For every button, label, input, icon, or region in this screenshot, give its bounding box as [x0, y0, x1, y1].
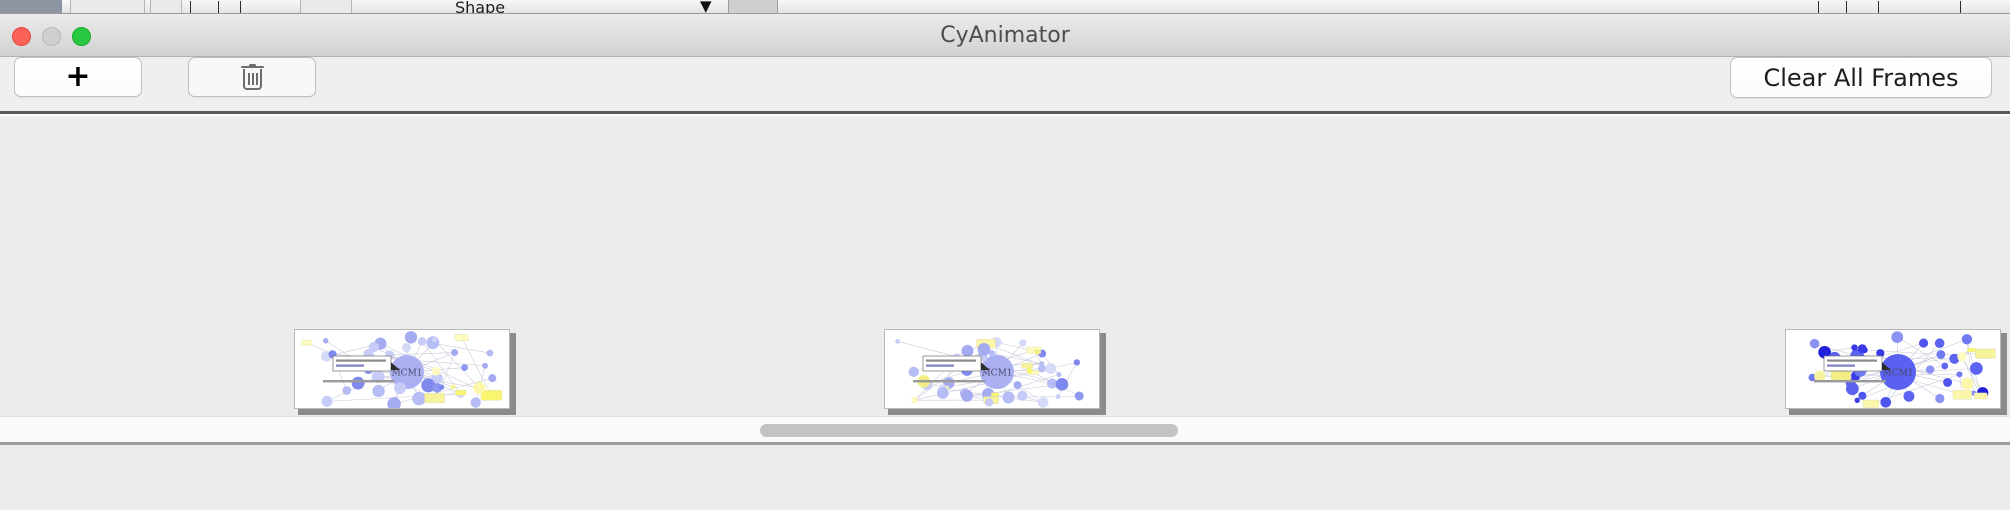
- clear-all-frames-button[interactable]: Clear All Frames: [1730, 57, 1992, 98]
- svg-text:MCM1: MCM1: [1882, 369, 1913, 379]
- timeline-horizontal-scrollbar[interactable]: [0, 416, 2010, 442]
- background-window-label: Shape: [455, 0, 506, 14]
- plus-icon: +: [65, 59, 91, 94]
- clear-all-frames-label: Clear All Frames: [1763, 63, 1959, 92]
- background-window-sliver: Shape ▼: [0, 0, 2010, 14]
- toolbar: [0, 57, 2010, 111]
- frame-thumbnail[interactable]: MCM1: [1785, 329, 2007, 415]
- svg-text:MCM1: MCM1: [981, 369, 1012, 379]
- close-button[interactable]: [12, 27, 31, 46]
- frame-network-preview[interactable]: MCM1: [884, 329, 1100, 409]
- toolbar-divider-highlight: [0, 114, 2010, 116]
- traffic-lights: [12, 27, 91, 46]
- frame-thumbnail[interactable]: MCM1: [884, 329, 1106, 415]
- trash-icon: [240, 63, 264, 91]
- window-title: CyAnimator: [940, 23, 1070, 48]
- add-frame-button[interactable]: +: [14, 57, 142, 97]
- playbar-divider: [0, 442, 2010, 445]
- svg-text:MCM1: MCM1: [391, 369, 422, 379]
- toolbar-divider: [0, 111, 2010, 114]
- title-bar: CyAnimator: [0, 14, 2010, 57]
- frame-network-preview[interactable]: MCM1: [294, 329, 510, 409]
- minimize-button[interactable]: [42, 27, 61, 46]
- frame-thumbnail[interactable]: MCM1: [294, 329, 516, 415]
- delete-frame-button[interactable]: [188, 57, 316, 97]
- scrollbar-thumb[interactable]: [760, 424, 1178, 437]
- playback-bar: ↻ Animation Speed:: [0, 445, 2010, 510]
- frame-network-preview[interactable]: MCM1: [1785, 329, 2001, 409]
- maximize-button[interactable]: [72, 27, 91, 46]
